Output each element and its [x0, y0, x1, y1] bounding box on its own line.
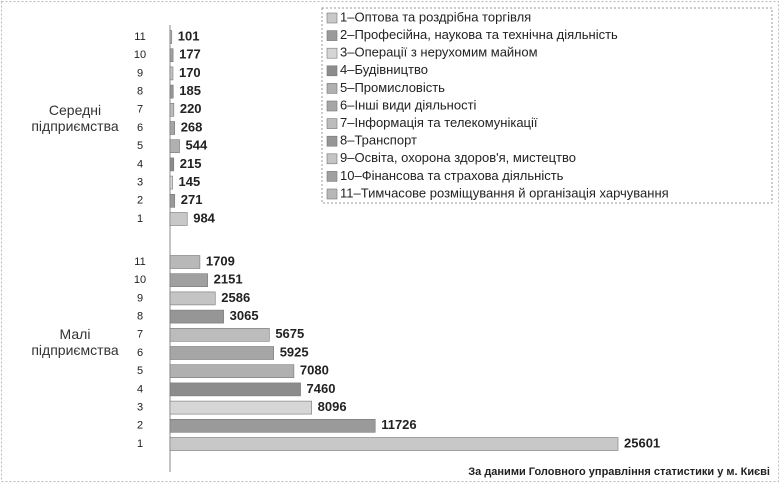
bar: [169, 327, 270, 342]
legend-label: 4–Будівництво: [340, 62, 428, 77]
value-label: 5925: [280, 344, 309, 359]
value-label: 215: [180, 156, 202, 171]
category-label: 1: [137, 213, 143, 225]
group-label: Середні підприємства: [31, 102, 119, 134]
category-label: 4: [137, 383, 143, 395]
bar: [169, 175, 173, 190]
value-label: 7460: [307, 381, 336, 396]
legend-swatch: [326, 118, 338, 129]
value-label: 984: [193, 210, 215, 225]
category-label: 2: [137, 195, 143, 207]
bar: [169, 437, 619, 451]
bar: [169, 121, 175, 135]
bar: [169, 103, 175, 117]
bar: [169, 382, 301, 397]
legend-swatch: [326, 30, 338, 41]
bar: [169, 255, 201, 269]
value-label: 11726: [381, 417, 416, 432]
bar: [169, 309, 224, 324]
bar: [169, 30, 173, 44]
category-label: 9: [137, 67, 143, 79]
legend-label: 1–Оптова та роздрібна торгівля: [340, 9, 531, 24]
value-label: 268: [181, 119, 203, 134]
value-label: 3065: [230, 308, 259, 323]
value-label: 170: [179, 65, 201, 80]
legend-label: 2–Професійна, наукова та технічна діяльн…: [340, 27, 618, 42]
value-label: 145: [179, 174, 201, 189]
value-label: 220: [180, 101, 202, 116]
category-label: 1: [137, 438, 143, 450]
value-label: 101: [178, 28, 200, 43]
legend-swatch: [326, 100, 338, 112]
bar: [169, 364, 295, 379]
source-note: За даними Головного управління статистик…: [468, 466, 770, 478]
bar: [169, 66, 174, 81]
legend-swatch: [326, 65, 338, 77]
value-label: 1709: [206, 253, 235, 268]
bar: [169, 84, 174, 99]
value-label: 5675: [275, 326, 304, 341]
category-label: 8: [137, 311, 143, 323]
bar: [169, 157, 175, 172]
legend-box: [321, 7, 773, 204]
category-label: 5: [137, 140, 143, 152]
legend-label: 7–Інформація та телекомунікації: [340, 115, 538, 130]
category-label: 11: [134, 31, 145, 43]
bar: [169, 48, 174, 63]
bar: [169, 418, 376, 433]
category-label: 5: [137, 365, 143, 377]
category-label: 10: [134, 49, 146, 61]
legend-swatch: [326, 171, 338, 182]
legend-swatch: [326, 135, 338, 147]
legend-label: 8–Транспорт: [340, 133, 417, 148]
value-label: 25601: [624, 435, 660, 450]
category-label: 3: [137, 402, 143, 414]
legend-label: 9–Освіта, охорона здоров'я, мистецтво: [340, 150, 576, 165]
category-label: 6: [137, 122, 143, 134]
category-label: 4: [137, 158, 143, 170]
legend-swatch: [326, 47, 338, 59]
bar: [169, 346, 274, 360]
bar: [169, 212, 188, 226]
value-label: 2586: [221, 290, 250, 305]
category-label: 7: [137, 104, 143, 116]
category-label: 8: [137, 86, 143, 98]
legend-label: 10–Фінансова та страхова діяльність: [340, 168, 564, 183]
category-label: 10: [134, 274, 146, 286]
category-label: 2: [137, 420, 143, 432]
bar: [169, 400, 312, 415]
legend-label: 3–Операції з нерухомим майном: [340, 45, 538, 60]
bar: [169, 194, 176, 208]
value-label: 2151: [214, 272, 243, 287]
value-label: 8096: [318, 399, 347, 414]
value-label: 544: [186, 138, 208, 153]
value-label: 185: [179, 83, 201, 98]
legend-label: 6–Інші види діяльності: [340, 97, 477, 112]
value-label: 7080: [300, 363, 329, 378]
legend-swatch: [326, 188, 338, 200]
category-label: 7: [137, 329, 143, 341]
legend-label: 11–Тимчасове розміщування й організація …: [340, 185, 669, 200]
group-label: Малі підприємства: [31, 326, 119, 358]
legend-swatch: [326, 12, 338, 24]
value-label: 177: [179, 47, 201, 62]
bar: [169, 139, 180, 153]
bar: [169, 273, 208, 288]
category-label: 6: [137, 347, 143, 359]
category-label: 3: [137, 177, 143, 189]
category-label: 9: [137, 292, 143, 304]
bar: [169, 291, 216, 306]
category-label: 11: [134, 256, 145, 268]
legend-swatch: [326, 83, 338, 94]
legend-label: 5–Промисловість: [340, 80, 445, 95]
legend-swatch: [326, 153, 338, 165]
value-label: 271: [181, 192, 203, 207]
